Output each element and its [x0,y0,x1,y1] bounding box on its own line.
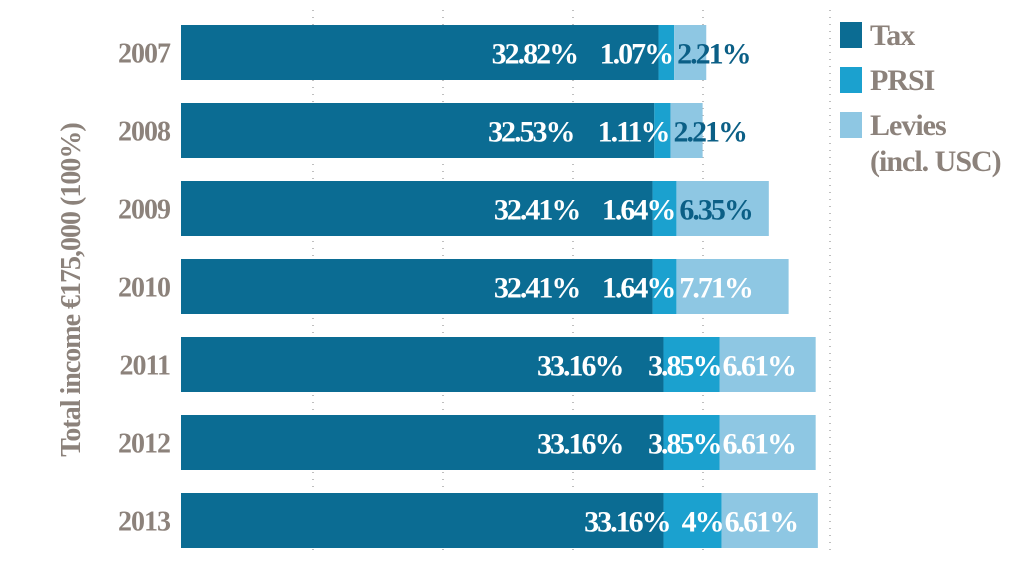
bar-prsi [652,181,677,236]
data-label-levies: 2.21% [673,116,746,149]
data-label-prsi: 3.85% [648,428,721,461]
bar-prsi [663,493,722,548]
category-label: 2008 [118,117,171,148]
data-label-tax: 33.16% [537,350,623,383]
bar-levies [670,103,703,158]
legend-swatch [840,67,862,93]
bar-tax [181,415,664,470]
data-label-prsi: 1.07% [600,38,673,71]
data-label-tax: 32.41% [494,272,580,305]
category-label: 2010 [118,273,170,304]
bar-prsi [652,259,677,314]
y-axis-label: Total income €175,000 (100%) [56,123,87,457]
data-label-levies: 7.71% [679,272,752,305]
legend-label: Levies [870,109,946,142]
bar-prsi [663,337,720,392]
data-label-levies: 6.61% [722,428,795,461]
bar-tax [181,493,664,548]
category-label: 2011 [120,351,170,382]
bar-prsi [658,25,675,80]
category-label: 2007 [118,39,171,70]
data-label-tax: 33.16% [584,506,670,539]
data-label-prsi: 4% [682,506,723,539]
data-label-prsi: 1.64% [602,194,675,227]
data-label-levies: 2.21% [677,38,750,71]
bar-levies [719,415,816,470]
category-label: 2009 [118,195,170,226]
data-label-prsi: 3.85% [648,350,721,383]
bar-tax [181,181,653,236]
bar-levies [721,493,818,548]
data-label-tax: 33.16% [537,428,623,461]
data-label-levies: 6.61% [722,350,795,383]
data-label-tax: 32.53% [488,116,574,149]
bar-levies [676,181,769,236]
data-label-prsi: 1.64% [602,272,675,305]
category-label: 2012 [118,429,170,460]
legend-label: PRSI [870,64,935,97]
data-label-prsi: 1.11% [598,116,669,149]
legend-swatch [840,22,862,48]
bar-tax [181,25,659,80]
data-label-tax: 32.41% [494,194,580,227]
category-label: 2013 [118,507,171,538]
bar-tax [181,259,653,314]
legend-label: (incl. USC) [870,145,1001,178]
bar-prsi [663,415,720,470]
legend-label: Tax [870,19,915,52]
data-label-tax: 32.82% [492,38,578,71]
legend-swatch [840,112,862,138]
bar-levies [719,337,816,392]
bar-levies [674,25,707,80]
bar-tax [181,337,664,392]
bar-tax [181,103,655,158]
data-label-levies: 6.35% [679,194,752,227]
bar-levies [676,259,789,314]
bar-prsi [654,103,671,158]
data-label-levies: 6.61% [725,506,798,539]
